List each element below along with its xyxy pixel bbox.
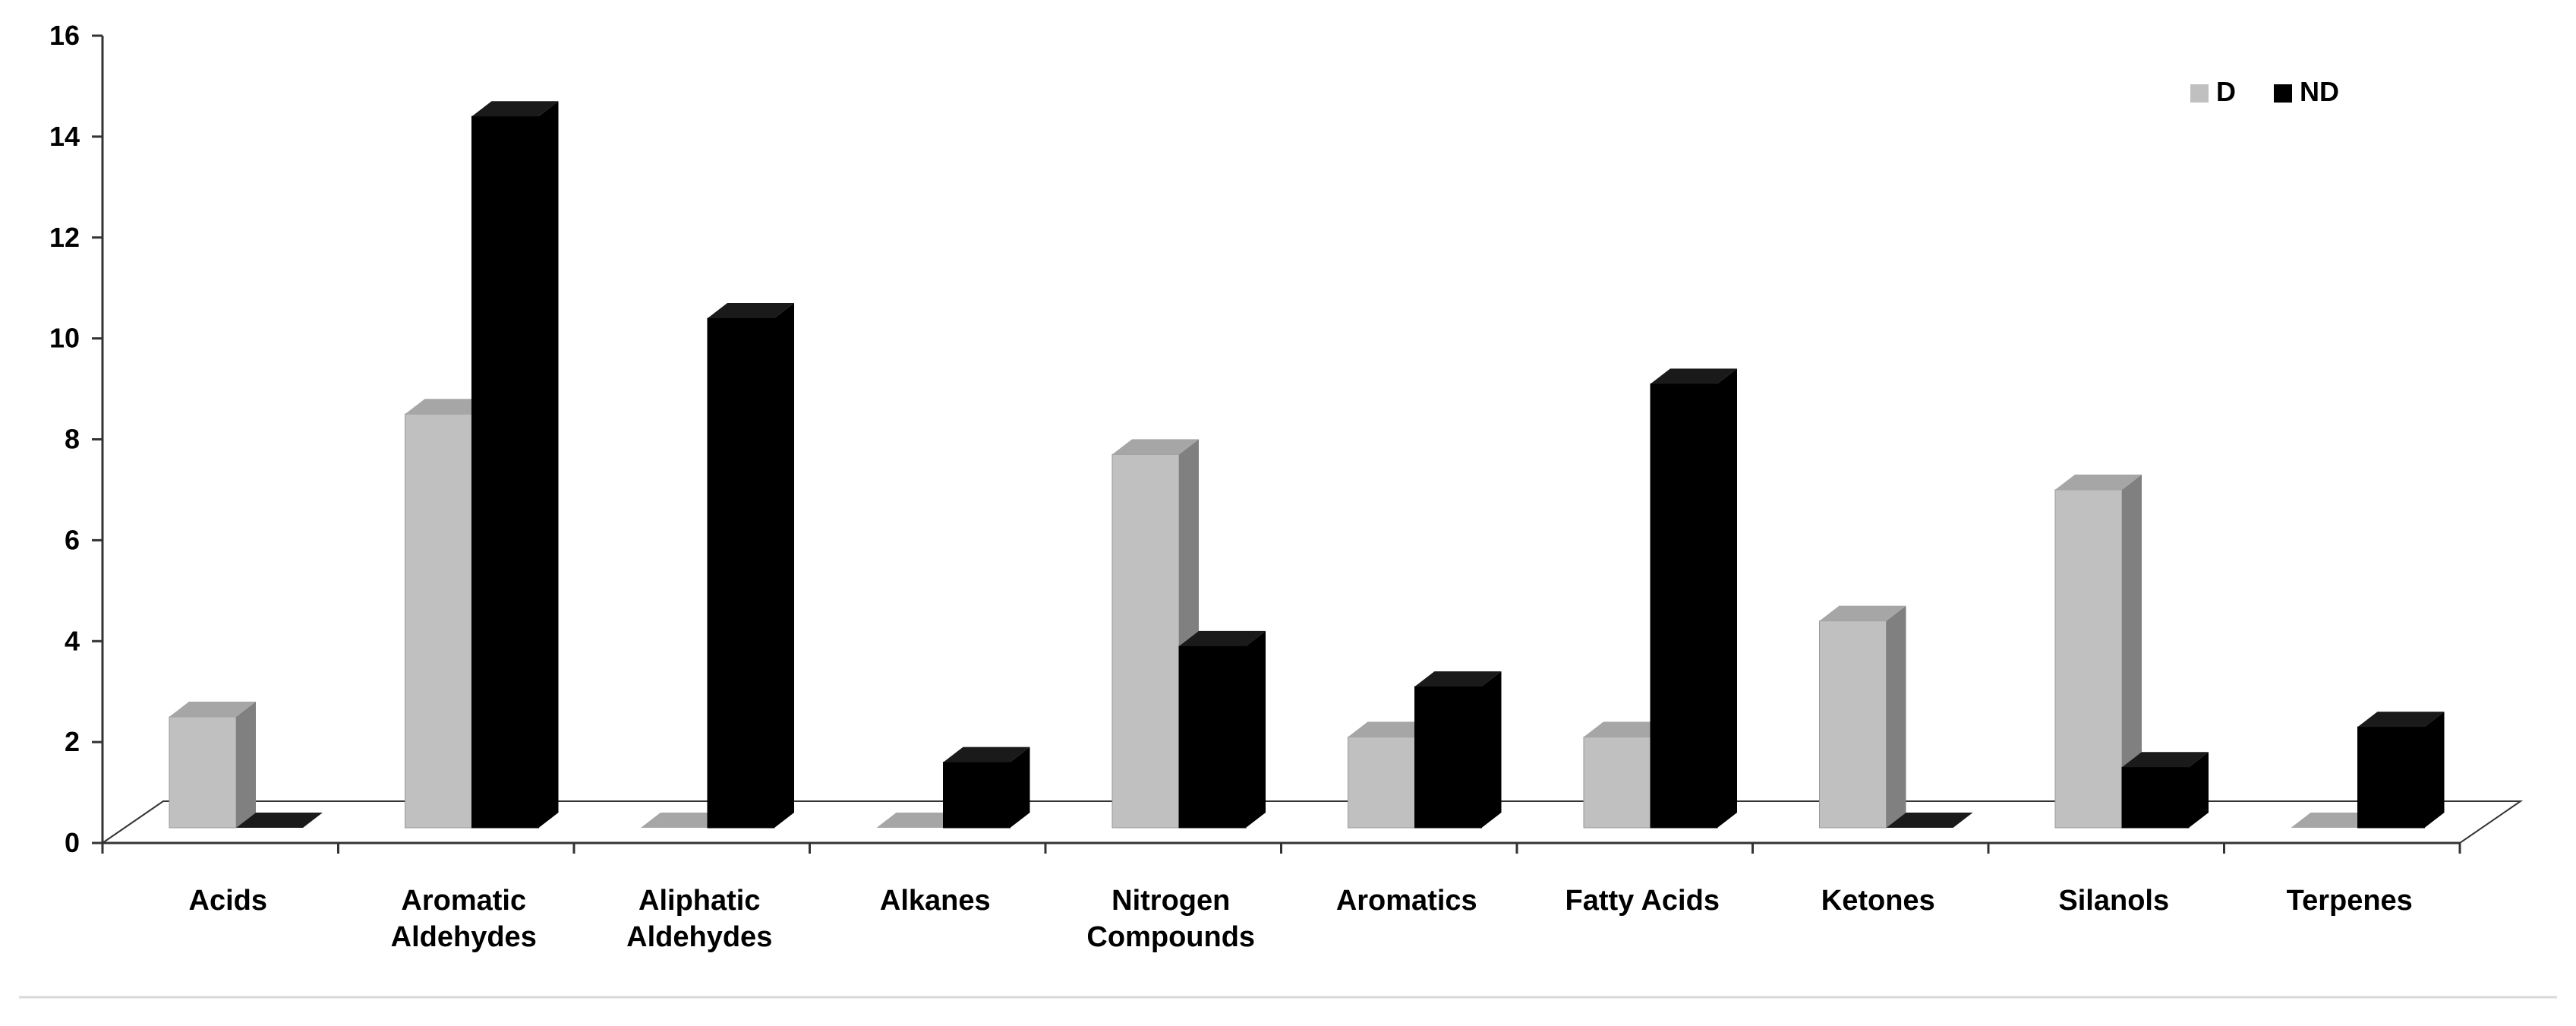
bar-top [1886, 813, 1973, 828]
y-tick-label: 14 [49, 121, 80, 152]
y-tick-label: 8 [65, 424, 80, 455]
bar-side [1886, 605, 1906, 828]
bar-side [236, 701, 256, 828]
y-axis: 0 2 4 6 8 10 12 14 16 [49, 20, 2461, 858]
category-label: Fatty Acids [1565, 885, 1720, 917]
bar-side [1717, 368, 1737, 829]
bar-top [1348, 721, 1435, 737]
bar-top [471, 101, 559, 117]
bar-front [2121, 766, 2190, 829]
bar-d-8 [2054, 474, 2142, 829]
bar-nd-6 [1650, 368, 1737, 829]
y-tick-label: 16 [49, 20, 80, 51]
bar-nd-7 [1886, 813, 1973, 828]
bar-top [169, 701, 256, 717]
bar-side [2424, 712, 2445, 828]
bar-top [1112, 439, 1199, 455]
bar-top [708, 302, 794, 318]
y-tick-label: 10 [49, 323, 80, 354]
bar-nd-8 [2121, 752, 2209, 829]
bar-side [2122, 474, 2142, 828]
bars [169, 101, 2445, 829]
bar-side [2189, 752, 2209, 828]
bar-side [1010, 747, 1030, 828]
bar-front [1178, 646, 1247, 829]
bar-top [2291, 813, 2378, 828]
category-label: Nitrogen Compounds [1086, 885, 1255, 953]
bar-front [2357, 726, 2425, 829]
bar-front [405, 413, 472, 829]
legend-swatch-d [2190, 84, 2209, 103]
bar-top [236, 813, 323, 828]
bar-top [943, 747, 1030, 762]
bar-nd-2 [707, 302, 794, 829]
bar-nd-1 [471, 101, 559, 829]
bar-side [774, 302, 794, 828]
category-label: Ketones [1821, 885, 1935, 917]
bar-top [1584, 721, 1670, 737]
category-label: Acids [189, 885, 267, 917]
bar-front [1111, 453, 1180, 829]
bar-d-0 [169, 701, 256, 829]
y-tick-label: 4 [65, 625, 80, 656]
legend: D ND [2190, 76, 2339, 107]
bar-front [1583, 736, 1651, 829]
y-tick-label: 12 [49, 222, 80, 253]
legend-label: ND [2300, 76, 2339, 107]
bar-front [169, 716, 237, 829]
bar-top [2122, 752, 2209, 768]
bar-d-9 [2291, 813, 2378, 828]
category-label: Alkanes [880, 885, 991, 917]
bar-front [1650, 383, 1718, 829]
bar-nd-9 [2357, 712, 2445, 829]
bar-front [1348, 736, 1415, 829]
bar-front [2054, 489, 2123, 829]
bar-top [1414, 671, 1502, 687]
bar-nd-0 [236, 813, 323, 828]
bar-top [876, 813, 963, 828]
bar-front [707, 317, 775, 829]
bar-nd-5 [1414, 671, 1502, 829]
y-tick-label: 0 [65, 827, 80, 858]
y-tick-label: 2 [65, 726, 80, 757]
bar-top [1819, 605, 1906, 621]
category-label: Aromatics [1336, 885, 1477, 917]
bar-top [2357, 712, 2445, 728]
bar-side [1481, 671, 1502, 828]
bar-top [1179, 630, 1266, 646]
bar-nd-3 [943, 747, 1030, 829]
bar-front [943, 762, 1011, 829]
legend-label: D [2216, 76, 2236, 107]
category-label: Aliphatic Aldehydes [626, 885, 772, 953]
category-label: Terpenes [2287, 885, 2413, 917]
bar-d-3 [876, 813, 963, 828]
bar-side [1246, 630, 1266, 828]
y-tick-label: 6 [65, 524, 80, 555]
bar-front [471, 115, 539, 829]
bar-nd-4 [1178, 630, 1266, 829]
category-labels: Acids Aromatic Aldehydes Aliphatic Aldehydes… [189, 885, 2413, 953]
bar-front [1414, 686, 1482, 829]
bar-front [1819, 620, 1887, 829]
bar-d-7 [1819, 605, 1906, 829]
legend-swatch-nd [2274, 84, 2292, 103]
bar-top [405, 399, 492, 415]
bar-top [641, 813, 727, 828]
category-label: Silanols [2058, 885, 2169, 917]
bar-side [538, 101, 559, 828]
bar-top [1651, 368, 1737, 384]
category-label: Aromatic Aldehydes [391, 885, 537, 953]
bar-top [2055, 474, 2142, 490]
bar-d-2 [641, 813, 727, 828]
